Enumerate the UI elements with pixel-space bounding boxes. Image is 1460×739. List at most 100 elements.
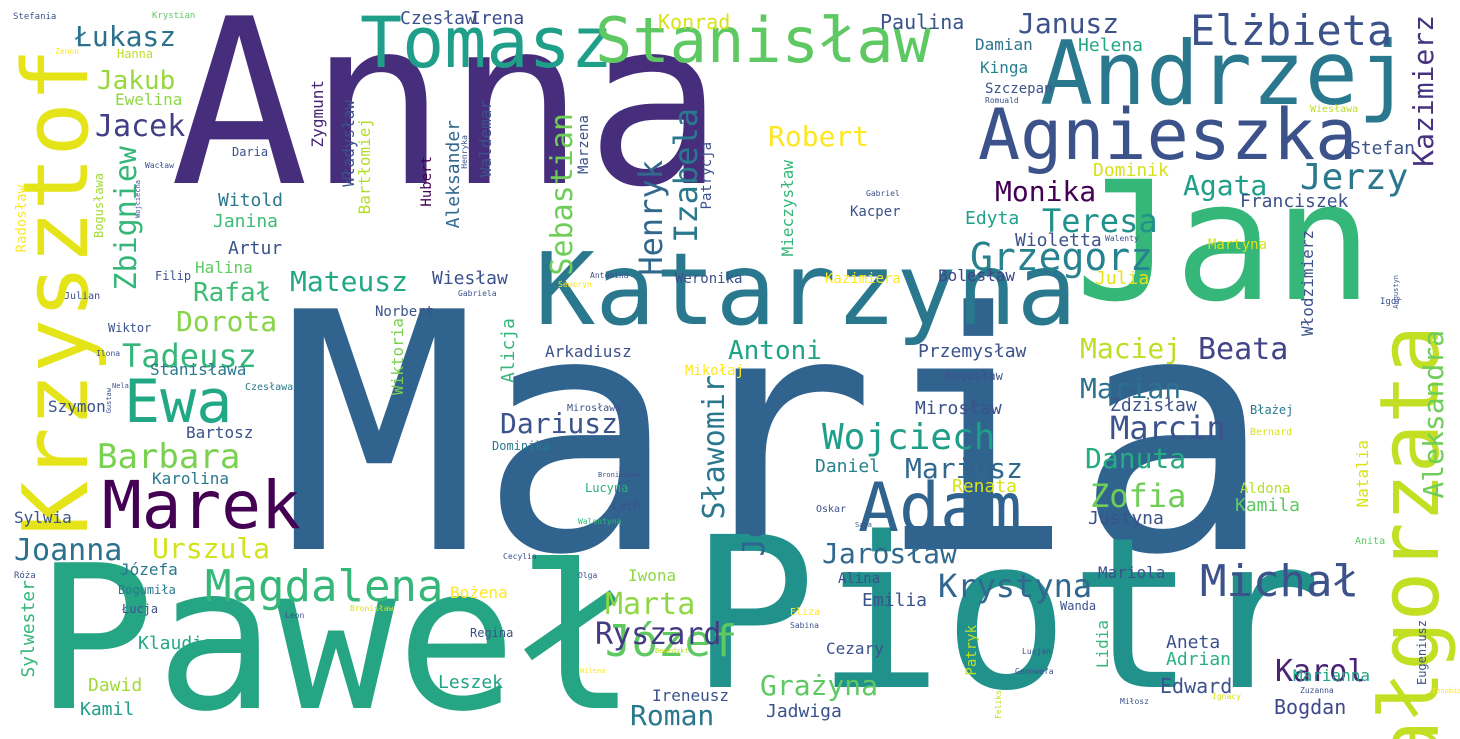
word-robert: Robert xyxy=(768,120,870,153)
word-jolanta: Jolanta xyxy=(737,430,772,557)
word-irena: Irena xyxy=(470,8,525,29)
word-mikołaj: Mikołaj xyxy=(685,363,745,379)
word-grzegorz: Grzegorz xyxy=(970,235,1154,279)
word-jerzy: Jerzy xyxy=(1300,157,1409,198)
word-julian: Julian xyxy=(64,291,101,302)
word-zygmunt: Zygmunt xyxy=(308,80,327,148)
word-aldona: Aldona xyxy=(1240,481,1291,497)
word-adam: Adam xyxy=(858,469,1022,548)
word-walentyna: Walentyna xyxy=(578,517,622,526)
word-krystian: Krystian xyxy=(152,11,196,21)
word-janusz: Janusz xyxy=(1018,7,1120,40)
word-damian: Damian xyxy=(975,35,1033,54)
word-antonina: Antonina xyxy=(590,271,629,280)
word-bronisław: Bronisław xyxy=(350,604,394,613)
word-eugeniusz: Eugeniusz xyxy=(1415,620,1429,686)
word-filip: Filip xyxy=(155,269,192,283)
word-nela: Nela xyxy=(112,382,129,390)
word-wiktoria: Wiktoria xyxy=(388,318,407,396)
word-mariola: Mariola xyxy=(1098,563,1166,582)
word-ignacy: Ignacy xyxy=(1212,692,1241,701)
word-hanna: Hanna xyxy=(117,47,154,61)
word-maciej: Maciej xyxy=(1080,332,1182,365)
word-monika: Monika xyxy=(995,175,1097,208)
word-benedykt: Benedykt xyxy=(655,647,689,655)
word-norbert: Norbert xyxy=(375,304,435,320)
word-seweryn: Seweryn xyxy=(558,280,592,289)
word-bronisława: Bronisława xyxy=(598,471,641,479)
word-klaudia: Klaudia xyxy=(138,633,214,654)
word-bolesław: Bolesław xyxy=(938,266,1016,285)
word-dawid: Dawid xyxy=(88,675,143,696)
word-kamila: Kamila xyxy=(1235,495,1301,516)
word-marian: Marian xyxy=(1080,372,1182,405)
word-jakub: Jakub xyxy=(97,66,176,96)
word-andrzej: Andrzej xyxy=(1040,22,1411,125)
word-urszula: Urszula xyxy=(152,532,271,565)
word-bożena: Bożena xyxy=(450,583,508,602)
word-halina: Halina xyxy=(195,258,253,277)
word-karolina: Karolina xyxy=(152,469,230,488)
word-dominik: Dominik xyxy=(1093,160,1169,181)
word-regina: Regina xyxy=(470,626,514,640)
word-lucyna: Lucyna xyxy=(585,481,629,495)
word-dorota: Dorota xyxy=(176,305,278,338)
word-zofia: Zofia xyxy=(1090,477,1187,515)
word-aleksandra: Aleksandra xyxy=(1417,330,1450,499)
word-przemysław: Przemysław xyxy=(918,341,1027,362)
word-czesław: Czesław xyxy=(400,8,476,29)
word-józef: Józef xyxy=(605,616,738,667)
word-bogusława: Bogusława xyxy=(92,173,106,239)
word-szczepan: Szczepan xyxy=(985,81,1053,97)
word-anita: Anita xyxy=(1355,536,1386,547)
word-wiesław: Wiesław xyxy=(432,268,508,289)
word-romuald: Romuald xyxy=(985,96,1019,105)
word-wioletta: Wioletta xyxy=(1015,230,1102,251)
word-ewelina: Ewelina xyxy=(115,90,183,109)
word-paweł: Paweł xyxy=(35,523,638,739)
word-wiktor: Wiktor xyxy=(108,321,152,335)
word-rafał: Rafał xyxy=(193,278,272,308)
word-aneta: Aneta xyxy=(1166,632,1221,653)
word-błażej: Błażej xyxy=(1250,403,1294,417)
word-marianna: Marianna xyxy=(1293,666,1371,685)
word-ryszard: Ryszard xyxy=(595,617,722,652)
word-marzena: Marzena xyxy=(576,115,592,175)
word-sebastian: Sebastian xyxy=(545,113,580,276)
word-wojciech: Wojciech xyxy=(822,417,996,458)
word-henryka: Henryka xyxy=(460,135,469,169)
word-sabina: Sabina xyxy=(790,621,819,630)
word-ilona: Ilona xyxy=(96,349,121,358)
word-bogdan: Bogdan xyxy=(1274,695,1347,719)
word-lech: Lech xyxy=(612,499,641,513)
word-alicja: Alicja xyxy=(498,318,519,384)
word-zenon: Zenon xyxy=(55,47,80,56)
word-feliks: Feliks xyxy=(994,690,1003,719)
word-barbara: Barbara xyxy=(97,437,241,477)
word-józefa: Józefa xyxy=(120,560,178,579)
word-eliza: Eliza xyxy=(790,607,821,618)
word-marcin: Marcin xyxy=(1110,409,1226,447)
word-olga: Olga xyxy=(578,571,598,580)
word-zuzanna: Zuzanna xyxy=(1300,686,1334,695)
word-katarzyna: Katarzyna xyxy=(535,231,1077,348)
word-jarosław: Jarosław xyxy=(822,537,957,570)
word-włodzimierz: Włodzimierz xyxy=(1298,230,1317,336)
word-grażyna: Grażyna xyxy=(760,669,879,702)
word-franciszek: Franciszek xyxy=(1240,191,1349,212)
word-ewa: Ewa xyxy=(124,367,233,437)
word-genowefa: Genowefa xyxy=(1015,667,1054,676)
word-sara: Sara xyxy=(855,521,872,529)
word-miłosz: Miłosz xyxy=(1120,697,1149,706)
word-justyna: Justyna xyxy=(1088,508,1164,529)
word-mirosław: Mirosław xyxy=(915,398,1002,419)
word-kazimiera: Kazimiera xyxy=(825,271,901,287)
word-augustyn: Augustyn xyxy=(1392,275,1400,309)
word-bartłomiej: Bartłomiej xyxy=(355,118,374,215)
word-iwona: Iwona xyxy=(628,566,677,585)
word-konrad: Konrad xyxy=(658,10,731,34)
word-henryk: Henryk xyxy=(632,160,670,276)
word-tomasz: Tomasz xyxy=(360,2,613,84)
word-bernard: Bernard xyxy=(1250,427,1293,438)
